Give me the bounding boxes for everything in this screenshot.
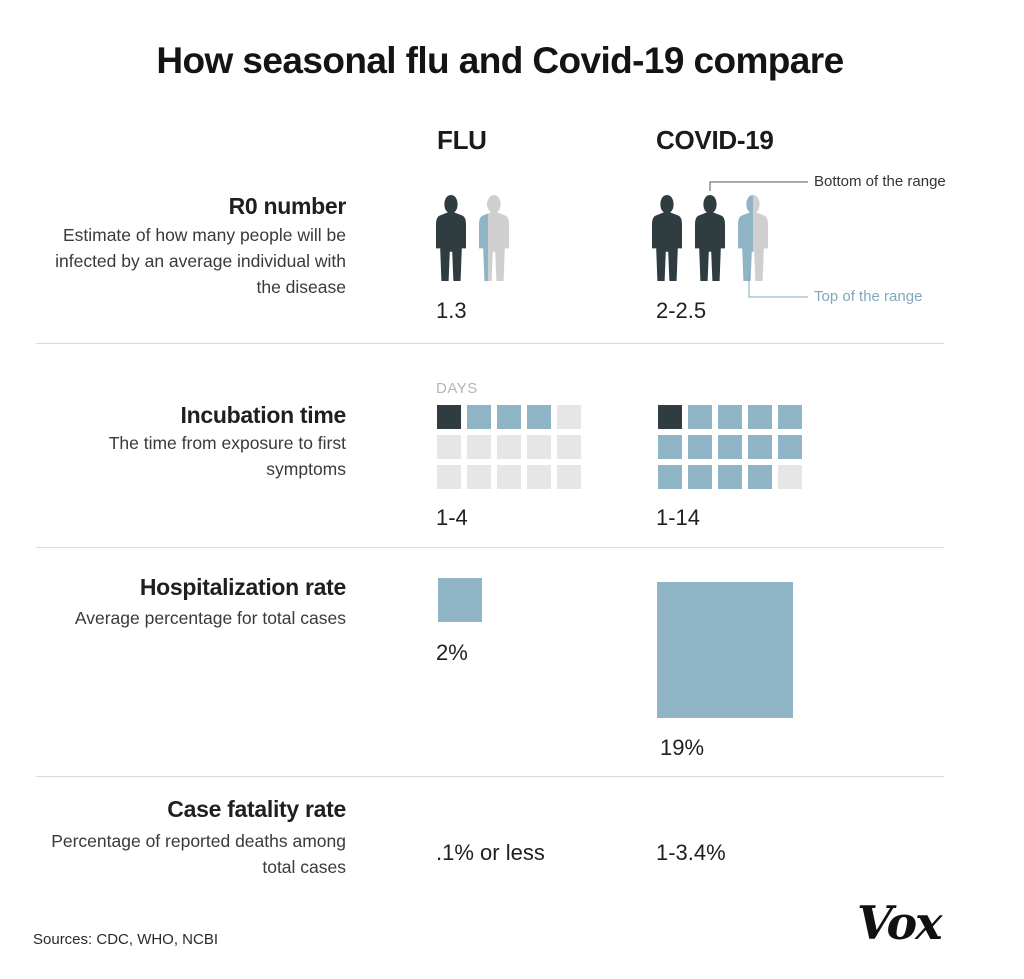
- hospitalization-row-description: Average percentage for total cases: [74, 608, 346, 628]
- covid-incubation-value: 1-14: [656, 505, 701, 530]
- page-title: How seasonal flu and Covid-19 compare: [156, 40, 844, 81]
- hospitalization-row-title: Hospitalization rate: [139, 574, 346, 600]
- flu-fatality-value: .1% or less: [436, 840, 545, 865]
- flu-hospitalization-square: [438, 578, 482, 622]
- covid-day-cell-14: [748, 465, 772, 489]
- bottom-of-range-annotation: Bottom of the range: [814, 173, 946, 190]
- covid-day-cell-9: [748, 435, 772, 459]
- covid-person-icon-1: [652, 195, 682, 281]
- covid-day-cell-2: [688, 405, 712, 429]
- flu-r0-value: 1.3: [436, 298, 467, 323]
- covid-day-cell-7: [688, 435, 712, 459]
- covid-incubation-grid: [658, 405, 802, 489]
- covid-day-cell-15: [778, 465, 802, 489]
- r0-row-description: Estimate of how many people will be infe…: [55, 225, 346, 297]
- flu-column-header: FLU: [437, 125, 487, 155]
- covid-column-header: COVID-19: [656, 125, 774, 155]
- vox-logo: Vox: [857, 896, 943, 950]
- fatality-row-description: Percentage of reported deaths among tota…: [51, 831, 346, 877]
- flu-day-cell-15: [557, 465, 581, 489]
- top-of-range-annotation: Top of the range: [814, 288, 923, 305]
- covid-day-cell-4: [748, 405, 772, 429]
- flu-person-icon-partial: [479, 195, 509, 281]
- sources-note: Sources: CDC, WHO, NCBI: [33, 931, 219, 948]
- flu-day-cell-10: [557, 435, 581, 459]
- flu-day-cell-6: [437, 435, 461, 459]
- covid-day-cell-10: [778, 435, 802, 459]
- incubation-row-title: Incubation time: [180, 402, 347, 428]
- covid-day-cell-8: [718, 435, 742, 459]
- flu-day-cell-13: [497, 465, 521, 489]
- incubation-row-description: The time from exposure to first symptoms: [108, 433, 346, 479]
- row-divider: [36, 343, 944, 344]
- covid-day-cell-11: [658, 465, 682, 489]
- covid-hospitalization-value: 19%: [660, 735, 705, 760]
- flu-day-cell-11: [437, 465, 461, 489]
- covid-day-cell-1: [658, 405, 682, 429]
- covid-hospitalization-square: [657, 582, 793, 718]
- fatality-row-title: Case fatality rate: [167, 796, 346, 822]
- row-divider: [36, 776, 944, 777]
- covid-r0-value: 2-2.5: [656, 298, 707, 323]
- flu-day-cell-1: [437, 405, 461, 429]
- flu-day-cell-7: [467, 435, 491, 459]
- flu-day-cell-14: [527, 465, 551, 489]
- r0-row-title: R0 number: [228, 193, 347, 219]
- covid-day-cell-13: [718, 465, 742, 489]
- covid-day-cell-3: [718, 405, 742, 429]
- flu-incubation-value: 1-4: [436, 505, 468, 530]
- flu-person-icon-1: [436, 195, 466, 281]
- flu-day-cell-12: [467, 465, 491, 489]
- flu-day-cell-9: [527, 435, 551, 459]
- flu-day-cell-5: [557, 405, 581, 429]
- days-label: DAYS: [436, 380, 478, 397]
- flu-day-cell-8: [497, 435, 521, 459]
- covid-fatality-value: 1-3.4%: [656, 840, 726, 865]
- flu-incubation-grid: [437, 405, 581, 489]
- range-leader-lines: [709, 181, 808, 298]
- flu-day-cell-4: [527, 405, 551, 429]
- covid-day-cell-12: [688, 465, 712, 489]
- row-divider: [36, 547, 944, 548]
- covid-day-cell-5: [778, 405, 802, 429]
- flu-day-cell-3: [497, 405, 521, 429]
- flu-day-cell-2: [467, 405, 491, 429]
- covid-day-cell-6: [658, 435, 682, 459]
- flu-hospitalization-value: 2%: [436, 640, 468, 665]
